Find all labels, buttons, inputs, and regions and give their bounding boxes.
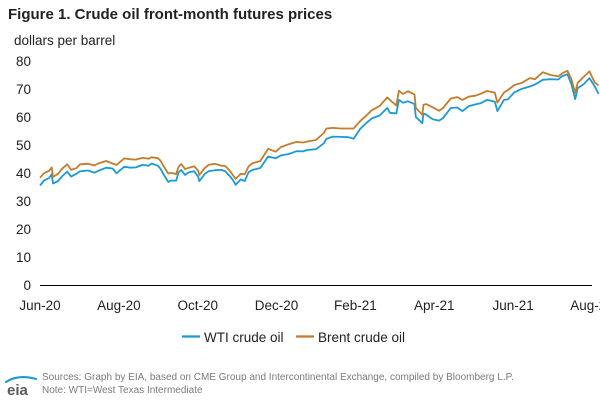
y-axis: 0 10 20 30 40 50 60 70 80 (16, 54, 31, 293)
legend-label: Brent crude oil (318, 330, 405, 345)
y-tick-label: 50 (16, 138, 31, 153)
x-tick-label: Feb-21 (334, 298, 377, 313)
note-line: Note: WTI=West Texas Intermediate (42, 384, 203, 396)
y-tick-label: 80 (16, 54, 31, 69)
x-tick-label: Aug-21 (570, 298, 600, 313)
source-note: Sources: Graph by EIA, based on CME Grou… (42, 372, 514, 397)
legend-label: WTI crude oil (204, 330, 284, 345)
x-tick-label: Apr-21 (414, 298, 455, 313)
series-line-wti (39, 73, 600, 187)
x-tick-label: Aug-20 (97, 298, 141, 313)
source-line: Sources: Graph by EIA, based on CME Grou… (42, 372, 514, 383)
y-tick-label: 30 (16, 194, 31, 209)
y-tick-label: 60 (16, 110, 31, 125)
x-axis: Jun-20 Aug-20 Oct-20 Dec-20 Feb-21 Apr-21 Jun-… (19, 298, 600, 313)
chart-title: Figure 1. Crude oil front-month futures … (8, 6, 333, 23)
y-tick-label: 40 (16, 166, 31, 181)
y-tick-label: 70 (16, 82, 31, 97)
y-axis-unit-label: dollars per barrel (14, 33, 116, 48)
x-tick-label: Dec-20 (255, 298, 299, 313)
eia-logo: eia (4, 374, 38, 403)
x-tick-label: Jun-21 (493, 298, 534, 313)
x-tick-label: Oct-20 (177, 298, 218, 313)
y-tick-label: 10 (16, 250, 31, 265)
series-line-brent (39, 69, 600, 180)
y-tick-label: 0 (23, 278, 31, 293)
legend: WTI crude oil Brent crude oil (182, 330, 405, 345)
y-tick-label: 20 (16, 222, 31, 237)
x-tick-label: Jun-20 (19, 298, 60, 313)
logo-text: eia (7, 382, 29, 398)
series-group (39, 69, 600, 187)
